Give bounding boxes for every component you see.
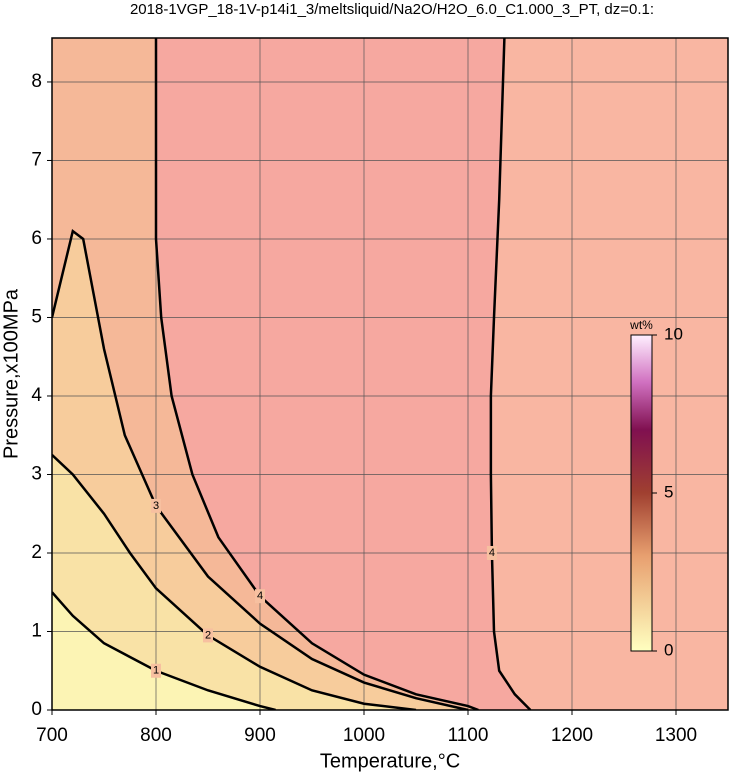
contour-line	[154, 38, 479, 710]
plot-area: 1 2 3 4 4	[52, 38, 728, 710]
x-axis-label: Temperature,°C	[320, 750, 460, 772]
y-tick-label: 0	[31, 699, 42, 720]
y-tick-label: 8	[31, 71, 42, 92]
x-tick-label: 900	[244, 725, 276, 746]
colorbar	[630, 334, 653, 652]
x-tick-label: 1200	[551, 725, 593, 746]
colorbar-tick-label: 5	[664, 482, 673, 501]
y-tick-label: 3	[31, 464, 42, 485]
x-tick-label: 1300	[655, 725, 697, 746]
x-tick-label: 1000	[343, 725, 385, 746]
contour-label: 2	[205, 629, 211, 641]
contour-label: 4	[489, 547, 495, 559]
chart-title: 2018-1VGP_18-1V-p14i1_3/meltsliquid/Na2O…	[130, 1, 654, 18]
field-band	[52, 38, 276, 710]
x-tick-label: 800	[140, 725, 172, 746]
x-tick-label: 1100	[448, 725, 489, 746]
contour-label: 4	[257, 590, 263, 602]
overlay: 700 800 900 1000 1100 1200 1300012345678wt%051…	[31, 37, 729, 746]
contour-label-bg	[486, 545, 497, 560]
colorbar-tick-label: 10	[664, 324, 683, 343]
contour-label: 3	[153, 500, 159, 512]
contour-label: 1	[153, 665, 159, 677]
y-axis-label: Pressure,x100MPa	[0, 288, 22, 459]
contour-label-bg	[151, 498, 161, 513]
contour-label-bg	[203, 628, 213, 643]
y-tick-label: 4	[31, 385, 42, 406]
colorbar-tick-label: 0	[664, 640, 673, 659]
y-tick-label: 5	[31, 306, 42, 327]
field-band	[490, 38, 728, 710]
y-tick-label: 7	[31, 149, 42, 170]
y-tick-label: 1	[31, 621, 42, 642]
contour-label-bg	[151, 663, 161, 678]
colorbar-label: wt%	[629, 318, 653, 332]
y-tick-label: 6	[31, 228, 42, 249]
x-tick-label: 700	[36, 725, 68, 746]
frame	[51, 37, 729, 711]
contour-line	[489, 38, 532, 710]
y-tick-label: 2	[31, 542, 42, 563]
contour-line	[52, 453, 417, 710]
contour-label-bg	[255, 589, 265, 604]
